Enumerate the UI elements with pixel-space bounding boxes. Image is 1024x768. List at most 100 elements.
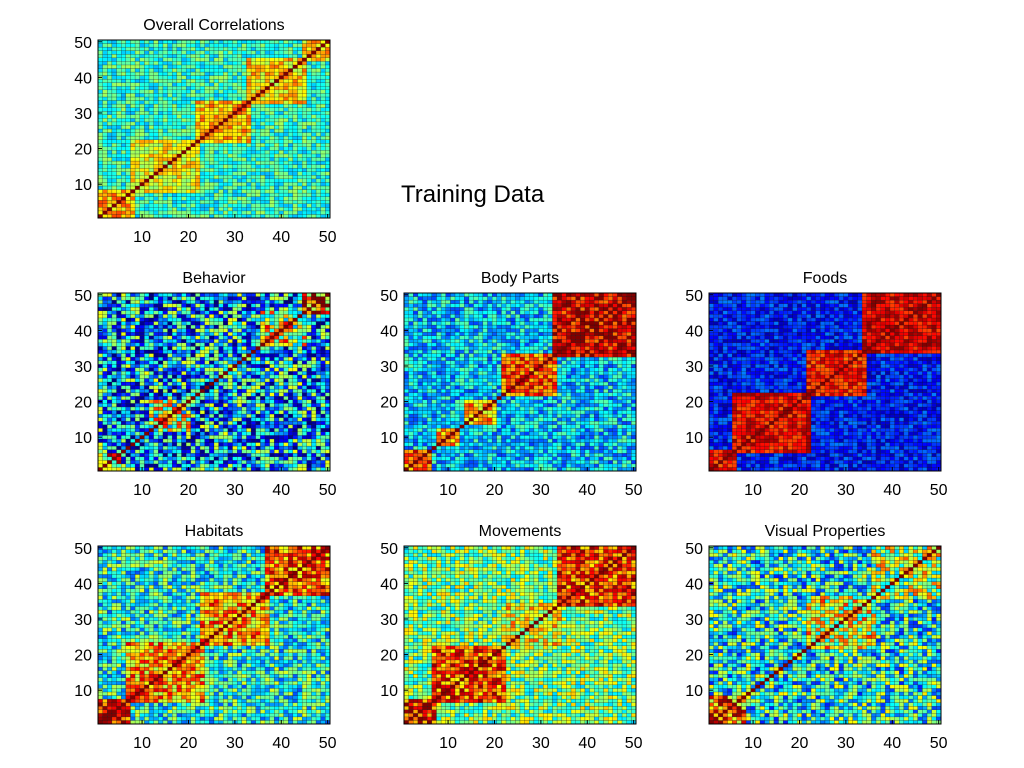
heatmap-cell <box>274 90 279 94</box>
heatmap-cell <box>251 343 256 347</box>
heatmap-cell <box>144 86 149 90</box>
heatmap-cell <box>233 136 238 140</box>
heatmap-cell <box>117 65 122 69</box>
heatmap-cell <box>140 304 145 308</box>
heatmap-cell <box>256 300 261 304</box>
heatmap-cell <box>265 179 270 183</box>
heatmap-cell <box>242 332 247 336</box>
heatmap-cell <box>126 443 131 447</box>
heatmap-cell <box>251 364 256 368</box>
heatmap-cell <box>223 354 228 358</box>
heatmap-cell <box>195 182 200 186</box>
heatmap-cell <box>298 343 303 347</box>
heatmap-cell <box>182 211 187 215</box>
heatmap-cell <box>117 68 122 72</box>
heatmap-cell <box>135 54 140 58</box>
heatmap-cell <box>284 168 289 172</box>
heatmap-cell <box>172 297 177 301</box>
heatmap-cell <box>144 386 149 390</box>
heatmap-cell <box>265 343 270 347</box>
heatmap-cell <box>246 354 251 358</box>
heatmap-cell <box>307 396 312 400</box>
heatmap-cell <box>154 439 159 443</box>
heatmap-cell <box>177 325 182 329</box>
heatmap-cell <box>107 133 112 137</box>
heatmap-cell <box>117 354 122 358</box>
heatmap-cell <box>293 293 298 297</box>
heatmap-cell <box>177 432 182 436</box>
heatmap-cell <box>195 336 200 340</box>
heatmap-cell <box>284 44 289 48</box>
heatmap-cell <box>163 157 168 161</box>
heatmap-cell <box>112 122 117 126</box>
heatmap-cell <box>107 414 112 418</box>
heatmap-cell <box>321 61 326 65</box>
heatmap-cell <box>214 396 219 400</box>
heatmap-cell <box>163 104 168 108</box>
heatmap-cell <box>209 147 214 151</box>
heatmap-cell <box>98 211 103 215</box>
heatmap-cell <box>284 364 289 368</box>
heatmap-cell <box>144 467 149 471</box>
heatmap-cell <box>242 421 247 425</box>
heatmap-cell <box>149 428 154 432</box>
heatmap-cell <box>260 161 265 165</box>
heatmap-cell <box>228 354 233 358</box>
heatmap-cell <box>307 393 312 397</box>
heatmap-cell <box>186 396 191 400</box>
heatmap-cell <box>172 186 177 190</box>
heatmap-cell <box>177 350 182 354</box>
heatmap-cell <box>307 453 312 457</box>
heatmap-cell <box>177 393 182 397</box>
heatmap-cell <box>126 318 131 322</box>
heatmap-cell <box>140 161 145 165</box>
heatmap-cell <box>149 211 154 215</box>
heatmap-cell <box>237 329 242 333</box>
heatmap-cell <box>117 51 122 55</box>
heatmap-cell <box>103 150 108 154</box>
heatmap-cell <box>182 204 187 208</box>
heatmap-cell <box>209 172 214 176</box>
heatmap-cell <box>121 311 126 315</box>
heatmap-cell <box>242 193 247 197</box>
heatmap-cell <box>316 76 321 80</box>
heatmap-cell <box>191 154 196 158</box>
heatmap-cell <box>321 375 326 379</box>
heatmap-cell <box>284 143 289 147</box>
heatmap-cell <box>112 464 117 468</box>
heatmap-cell <box>256 304 261 308</box>
heatmap-cell <box>195 44 200 48</box>
heatmap-cell <box>98 104 103 108</box>
heatmap-cell <box>219 72 224 76</box>
heatmap-cell <box>256 190 261 194</box>
heatmap-cell <box>177 179 182 183</box>
heatmap-cell <box>130 68 135 72</box>
heatmap-cell <box>117 453 122 457</box>
heatmap-cell <box>163 197 168 201</box>
heatmap-cell <box>246 464 251 468</box>
heatmap-cell <box>209 382 214 386</box>
heatmap-cell <box>233 83 238 87</box>
heatmap-cell <box>140 375 145 379</box>
heatmap-cell <box>186 343 191 347</box>
heatmap-cell <box>182 97 187 101</box>
heatmap-cell <box>293 204 298 208</box>
heatmap-cell <box>172 136 177 140</box>
heatmap-cell <box>205 61 210 65</box>
heatmap-cell <box>168 101 173 105</box>
heatmap-cell <box>186 400 191 404</box>
heatmap-cell <box>117 414 122 418</box>
heatmap-cell <box>316 432 321 436</box>
heatmap-cell <box>126 371 131 375</box>
heatmap-cell <box>316 439 321 443</box>
heatmap-cell <box>228 329 233 333</box>
heatmap-cell <box>195 101 200 105</box>
heatmap-cell <box>209 407 214 411</box>
heatmap-cell <box>112 453 117 457</box>
heatmap-cell <box>298 432 303 436</box>
heatmap-cell <box>233 314 238 318</box>
heatmap-cell <box>126 450 131 454</box>
heatmap-cell <box>256 393 261 397</box>
heatmap-cell <box>302 136 307 140</box>
heatmap-cell <box>260 382 265 386</box>
